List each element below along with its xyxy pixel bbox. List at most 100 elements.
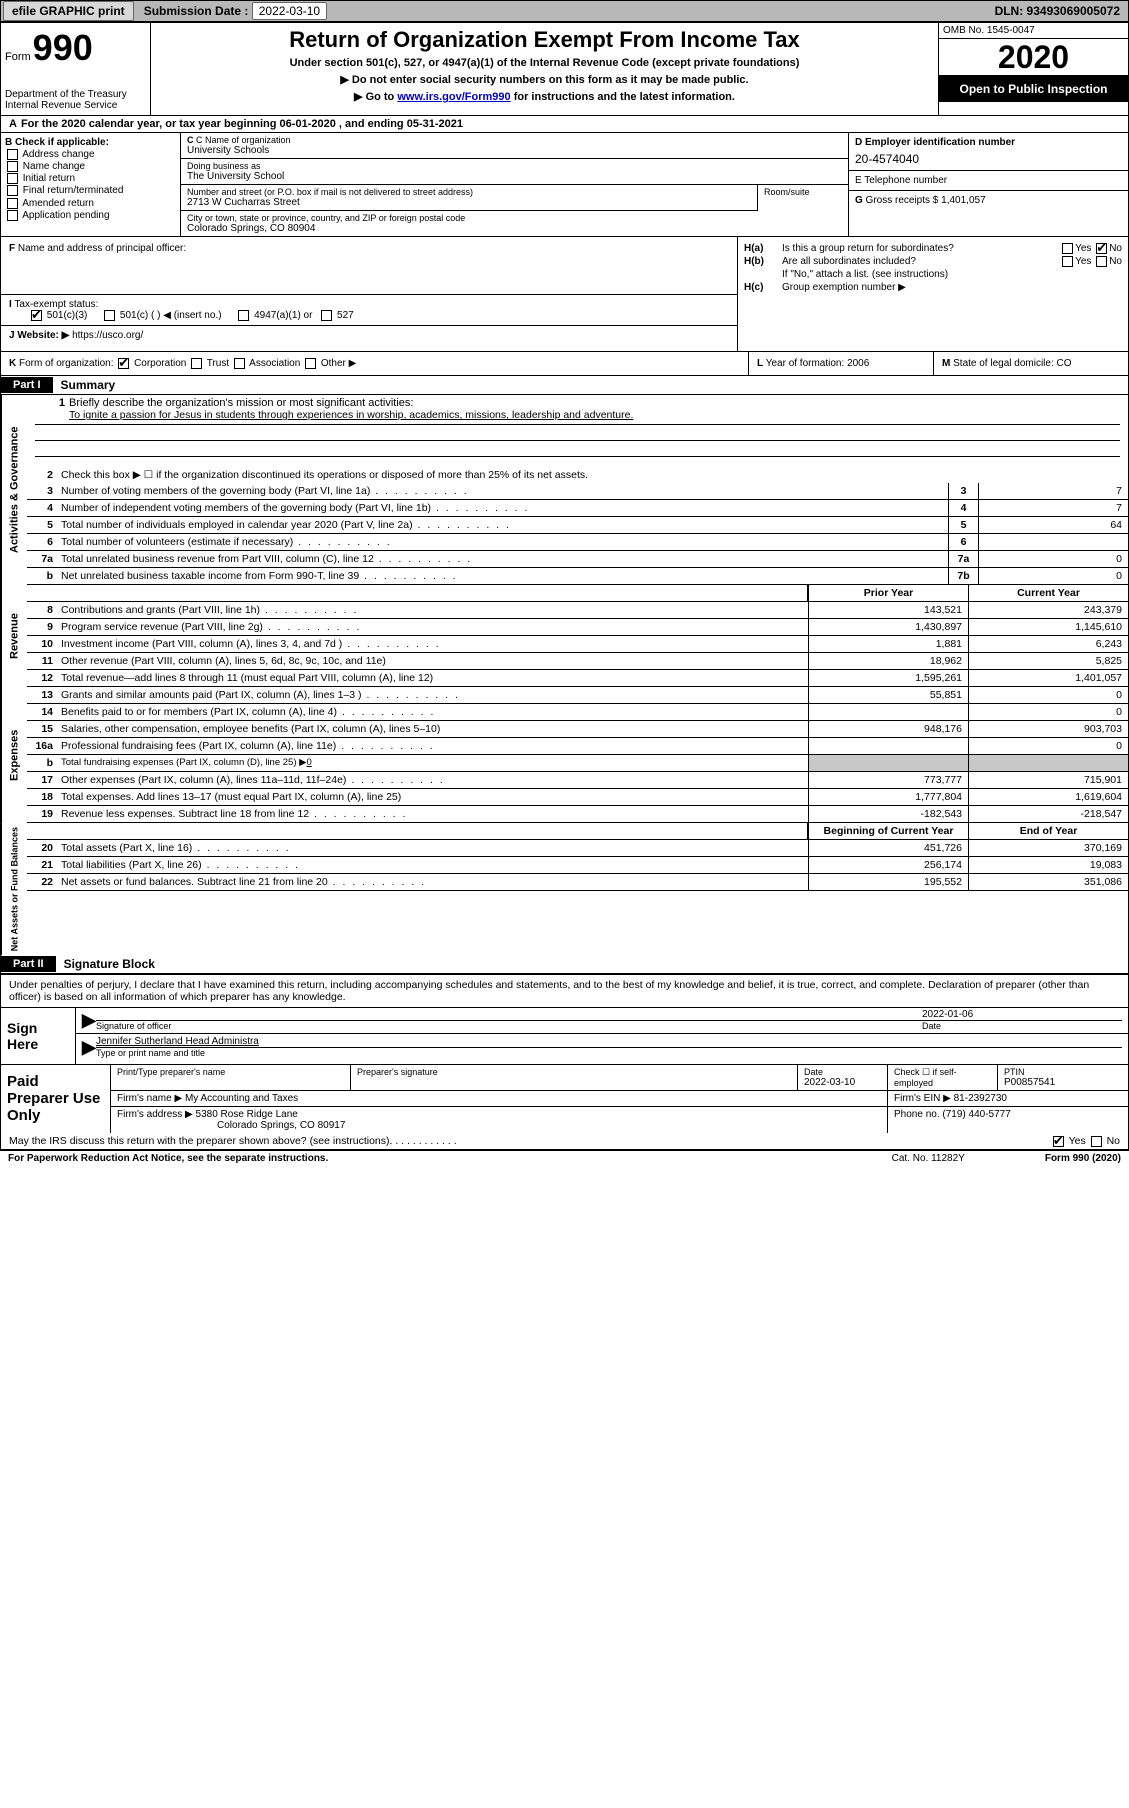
firm-name: My Accounting and Taxes xyxy=(185,1093,298,1104)
chk-assoc[interactable] xyxy=(234,358,245,369)
omb-number: OMB No. 1545-0047 xyxy=(939,23,1128,39)
submission-date: 2022-03-10 xyxy=(252,2,327,20)
end-year-hdr: End of Year xyxy=(968,823,1128,839)
hb-yes[interactable] xyxy=(1062,256,1073,267)
chk-4947[interactable] xyxy=(238,310,249,321)
b-label: B Check if applicable: xyxy=(5,137,176,148)
efile-print-button[interactable]: efile GRAPHIC print xyxy=(3,1,134,21)
form-subtitle: Under section 501(c), 527, or 4947(a)(1)… xyxy=(155,57,934,69)
officer-name: Jennifer Sutherland Head Administra xyxy=(96,1036,259,1047)
submission-label: Submission Date : 2022-03-10 xyxy=(136,2,335,20)
org-name: University Schools xyxy=(187,145,842,156)
revenue-section: Revenue Prior YearCurrent Year 8Contribu… xyxy=(1,585,1128,687)
instruction-line2: ▶ Go to www.irs.gov/Form990 for instruct… xyxy=(155,90,934,103)
section-h: H(a) Is this a group return for subordin… xyxy=(738,237,1128,351)
line4-text: Number of independent voting members of … xyxy=(57,500,948,516)
chk-501c3[interactable] xyxy=(31,310,42,321)
ha-yes[interactable] xyxy=(1062,243,1073,254)
line7a-val: 0 xyxy=(978,551,1128,567)
chk-corp[interactable] xyxy=(118,358,129,369)
chk-amended-return[interactable]: Amended return xyxy=(5,198,176,209)
form-ref: Form 990 (2020) xyxy=(1045,1153,1121,1164)
section-k: K Form of organization: Corporation Trus… xyxy=(1,352,748,375)
g-label: G Gross receipts $ xyxy=(855,195,941,206)
side-expenses: Expenses xyxy=(1,687,27,823)
section-m: M State of legal domicile: CO xyxy=(933,352,1128,375)
row-klm: K Form of organization: Corporation Trus… xyxy=(1,352,1128,376)
line7b-val: 0 xyxy=(978,568,1128,584)
firm-addr2: Colorado Springs, CO 80917 xyxy=(217,1120,345,1131)
part1-header: Part I Summary xyxy=(1,376,1128,395)
dba-value: The University School xyxy=(187,171,842,182)
expenses-section: Expenses 13Grants and similar amounts pa… xyxy=(1,687,1128,823)
website-value: https://usco.org/ xyxy=(72,330,143,341)
signature-block: Under penalties of perjury, I declare th… xyxy=(0,975,1129,1151)
dept-treasury: Department of the TreasuryInternal Reven… xyxy=(5,89,146,111)
side-net-assets: Net Assets or Fund Balances xyxy=(1,823,27,955)
open-to-public: Open to Public Inspection xyxy=(939,76,1128,102)
street-address: 2713 W Cucharras Street xyxy=(187,197,751,208)
ein-value: 20-4574040 xyxy=(855,152,1122,166)
paid-preparer-label: Paid Preparer Use Only xyxy=(1,1065,111,1133)
form-word: Form xyxy=(5,51,31,63)
ha-no[interactable] xyxy=(1096,243,1107,254)
hb-no[interactable] xyxy=(1096,256,1107,267)
line7a-text: Total unrelated business revenue from Pa… xyxy=(57,551,948,567)
line1-label: Briefly describe the organization's miss… xyxy=(65,397,1120,409)
chk-other[interactable] xyxy=(305,358,316,369)
chk-address-change[interactable]: Address change xyxy=(5,149,176,160)
row-f-h: F Name and address of principal officer:… xyxy=(1,237,1128,352)
firm-addr1: 5380 Rose Ridge Lane xyxy=(196,1109,298,1120)
current-year-hdr: Current Year xyxy=(968,585,1128,601)
period-row-a: AFor the 2020 calendar year, or tax year… xyxy=(1,116,1128,133)
dba-label: Doing business as xyxy=(187,161,842,171)
d-label: D Employer identification number xyxy=(855,137,1122,148)
discuss-no[interactable] xyxy=(1091,1136,1102,1147)
side-governance: Activities & Governance xyxy=(1,395,27,585)
city-label: City or town, state or province, country… xyxy=(187,213,842,223)
top-toolbar: efile GRAPHIC print Submission Date : 20… xyxy=(0,0,1129,22)
form990-link[interactable]: www.irs.gov/Form990 xyxy=(397,91,510,103)
form-number: 990 xyxy=(33,27,93,69)
discuss-row: May the IRS discuss this return with the… xyxy=(1,1133,1128,1150)
line5-val: 64 xyxy=(978,517,1128,533)
line6-val xyxy=(978,534,1128,550)
discuss-yes[interactable] xyxy=(1053,1136,1064,1147)
cat-no: Cat. No. 11282Y xyxy=(892,1153,965,1164)
entity-grid: B Check if applicable: Address change Na… xyxy=(1,133,1128,237)
e-label: E Telephone number xyxy=(855,175,1122,186)
form-title: Return of Organization Exempt From Incom… xyxy=(155,27,934,53)
gross-receipts: 1,401,057 xyxy=(941,195,986,206)
chk-trust[interactable] xyxy=(191,358,202,369)
section-c: C C Name of organization University Scho… xyxy=(181,133,848,236)
chk-527[interactable] xyxy=(321,310,332,321)
section-b: B Check if applicable: Address change Na… xyxy=(1,133,181,236)
sign-here-label: Sign Here xyxy=(1,1008,76,1064)
line6-text: Total number of volunteers (estimate if … xyxy=(57,534,948,550)
section-de: D Employer identification number 20-4574… xyxy=(848,133,1128,236)
firm-phone: (719) 440-5777 xyxy=(942,1109,1010,1120)
form-header: Form 990 Department of the TreasuryInter… xyxy=(1,23,1128,116)
line3-text: Number of voting members of the governin… xyxy=(57,483,948,499)
chk-name-change[interactable]: Name change xyxy=(5,161,176,172)
side-revenue: Revenue xyxy=(1,585,27,687)
chk-application-pending[interactable]: Application pending xyxy=(5,210,176,221)
prior-year-hdr: Prior Year xyxy=(808,585,968,601)
chk-501c[interactable] xyxy=(104,310,115,321)
section-l: L Year of formation: 2006 xyxy=(748,352,933,375)
perjury-declaration: Under penalties of perjury, I declare th… xyxy=(1,975,1128,1008)
ptin: P00857541 xyxy=(1004,1077,1122,1088)
dln-label: DLN: 93493069005072 xyxy=(987,2,1128,20)
net-assets-section: Net Assets or Fund Balances Beginning of… xyxy=(1,823,1128,955)
line4-val: 7 xyxy=(978,500,1128,516)
instruction-line1: ▶ Do not enter social security numbers o… xyxy=(155,73,934,86)
bottom-line: For Paperwork Reduction Act Notice, see … xyxy=(0,1151,1129,1166)
paid-preparer: Paid Preparer Use Only Print/Type prepar… xyxy=(1,1064,1128,1133)
chk-final-return[interactable]: Final return/terminated xyxy=(5,185,176,196)
line2-text: Check this box ▶ ☐ if the organization d… xyxy=(57,467,1128,483)
firm-ein: 81-2392730 xyxy=(954,1093,1007,1104)
header-right: OMB No. 1545-0047 2020 Open to Public In… xyxy=(938,23,1128,115)
chk-initial-return[interactable]: Initial return xyxy=(5,173,176,184)
room-suite-label: Room/suite xyxy=(758,185,848,211)
header-left: Form 990 Department of the TreasuryInter… xyxy=(1,23,151,115)
